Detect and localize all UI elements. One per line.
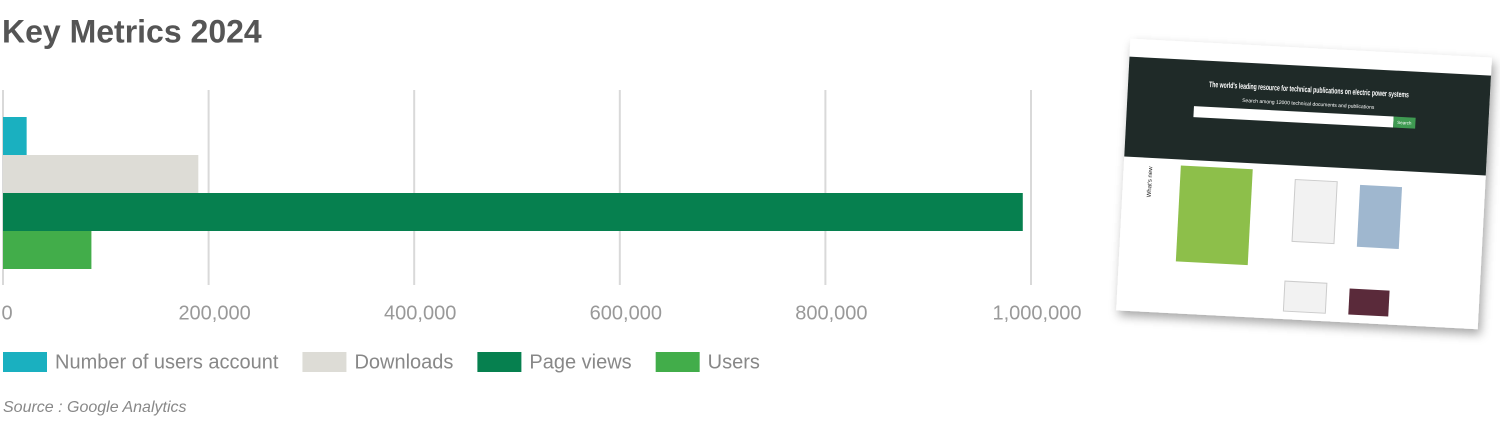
x-tick-label: 200,000 xyxy=(178,302,250,324)
search-button xyxy=(1393,116,1416,129)
inset-section: What's new xyxy=(1147,166,1155,198)
bar xyxy=(3,117,27,155)
bar xyxy=(3,193,1023,231)
legend-swatch xyxy=(477,352,522,372)
search-box xyxy=(1193,106,1394,128)
bar xyxy=(3,231,92,269)
x-tick-label: 400,000 xyxy=(384,302,456,324)
legend-label: Number of users account xyxy=(55,351,279,373)
x-tick-label: 1,000,000 xyxy=(993,302,1082,324)
inset-button: Search xyxy=(1397,120,1412,126)
website-screenshot: The world's leading resource for technic… xyxy=(1116,38,1492,330)
thumbnail xyxy=(1291,178,1338,245)
thumbnail xyxy=(1348,288,1390,317)
x-tick-label: 600,000 xyxy=(590,302,662,324)
source-note: Source : Google Analytics xyxy=(3,399,187,416)
thumbnail xyxy=(1282,280,1328,314)
legend-label: Users xyxy=(708,351,760,373)
thumbnail xyxy=(1175,165,1253,266)
chart-title: Key Metrics 2024 xyxy=(2,13,262,49)
x-tick-label: 0 xyxy=(1,302,12,324)
legend-swatch xyxy=(3,352,47,372)
legend-swatch xyxy=(655,352,700,372)
x-tick-label: 800,000 xyxy=(795,302,867,324)
bar xyxy=(3,155,199,193)
legend-swatch xyxy=(302,352,347,372)
thumbnail xyxy=(1356,184,1403,249)
legend-label: Page views xyxy=(529,351,631,373)
legend-label: Downloads xyxy=(354,351,453,373)
